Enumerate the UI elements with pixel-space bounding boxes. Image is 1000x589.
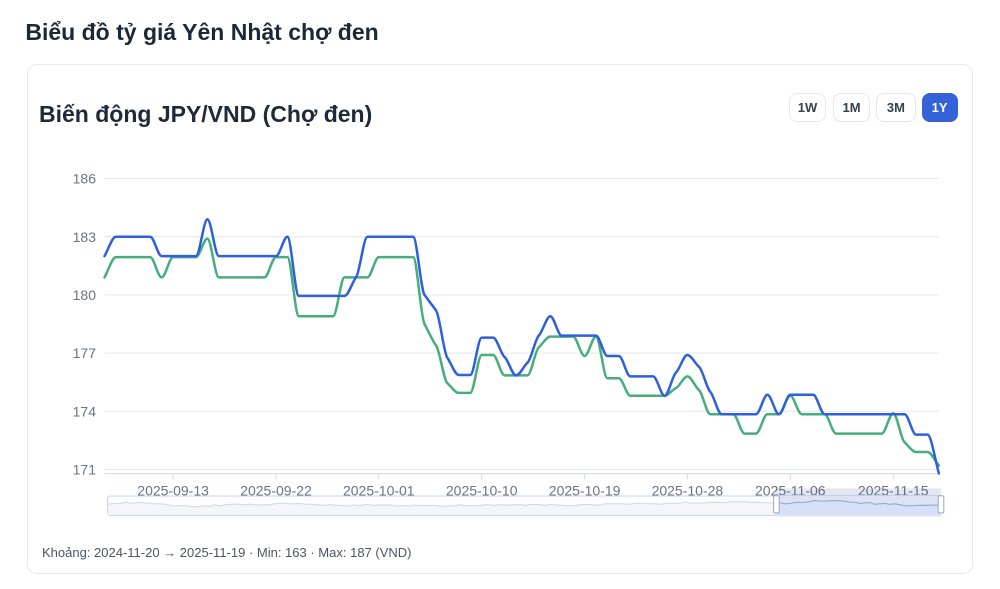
svg-text:2025-10-19: 2025-10-19 [549,483,621,499]
svg-text:177: 177 [73,345,97,361]
svg-text:2025-09-22: 2025-09-22 [240,483,312,499]
svg-text:180: 180 [73,287,97,303]
svg-text:2025-11-15: 2025-11-15 [858,483,929,499]
svg-text:186: 186 [73,171,97,187]
svg-text:174: 174 [73,403,97,419]
svg-text:171: 171 [73,462,97,478]
svg-text:183: 183 [73,229,97,245]
svg-text:2025-10-01: 2025-10-01 [343,483,415,499]
svg-text:2025-11-06: 2025-11-06 [755,483,826,499]
svg-text:2025-10-10: 2025-10-10 [446,483,518,499]
svg-text:2025-09-13: 2025-09-13 [137,483,209,499]
svg-text:2025-10-28: 2025-10-28 [652,483,724,499]
